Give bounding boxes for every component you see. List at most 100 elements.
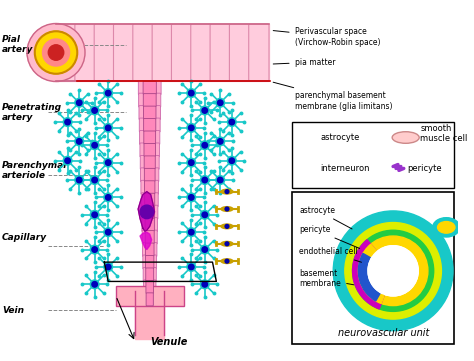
Ellipse shape: [220, 258, 234, 264]
Circle shape: [92, 143, 98, 148]
Circle shape: [65, 119, 70, 125]
FancyBboxPatch shape: [145, 206, 155, 219]
FancyBboxPatch shape: [144, 131, 155, 144]
Circle shape: [104, 158, 113, 167]
Circle shape: [358, 236, 428, 305]
Circle shape: [202, 247, 208, 252]
FancyBboxPatch shape: [139, 118, 160, 132]
Circle shape: [187, 123, 196, 132]
Circle shape: [104, 123, 113, 132]
Ellipse shape: [433, 218, 460, 237]
Circle shape: [189, 195, 194, 200]
Circle shape: [368, 246, 418, 296]
Circle shape: [75, 137, 83, 146]
FancyBboxPatch shape: [145, 218, 155, 231]
Text: Penetrating
artery: Penetrating artery: [2, 103, 62, 122]
Circle shape: [105, 160, 111, 165]
Circle shape: [216, 137, 225, 146]
FancyBboxPatch shape: [144, 106, 156, 119]
Circle shape: [75, 175, 83, 184]
Wedge shape: [353, 240, 393, 309]
FancyBboxPatch shape: [146, 256, 154, 269]
FancyBboxPatch shape: [143, 81, 156, 94]
Text: Parenchymal
arteriole: Parenchymal arteriole: [2, 161, 67, 180]
Circle shape: [104, 89, 113, 97]
Text: pericyte: pericyte: [408, 164, 442, 173]
FancyBboxPatch shape: [142, 230, 157, 244]
Bar: [56, 23, 269, 82]
FancyBboxPatch shape: [94, 24, 114, 81]
FancyBboxPatch shape: [55, 24, 76, 81]
Circle shape: [63, 118, 72, 126]
FancyBboxPatch shape: [145, 193, 155, 206]
Circle shape: [35, 31, 77, 74]
Circle shape: [225, 259, 229, 263]
Circle shape: [90, 106, 99, 115]
Circle shape: [189, 90, 194, 96]
Circle shape: [90, 245, 99, 254]
Circle shape: [225, 207, 229, 211]
Circle shape: [65, 158, 70, 164]
Circle shape: [345, 222, 441, 319]
Text: endothelial cell: endothelial cell: [300, 247, 362, 262]
Text: basement
membrane: basement membrane: [300, 269, 354, 288]
Circle shape: [202, 282, 208, 287]
Circle shape: [304, 134, 310, 141]
FancyBboxPatch shape: [146, 243, 154, 256]
Circle shape: [189, 160, 194, 165]
Circle shape: [225, 225, 229, 228]
Circle shape: [76, 139, 82, 144]
Text: pericyte: pericyte: [300, 225, 360, 248]
FancyBboxPatch shape: [144, 143, 155, 156]
Circle shape: [305, 135, 309, 140]
FancyBboxPatch shape: [210, 24, 230, 81]
Circle shape: [218, 100, 223, 105]
Ellipse shape: [301, 165, 314, 171]
FancyBboxPatch shape: [133, 24, 153, 81]
Circle shape: [353, 230, 434, 312]
Circle shape: [92, 282, 98, 287]
Text: astrocyte: astrocyte: [321, 133, 360, 142]
Circle shape: [92, 177, 98, 183]
Text: neurovascular unit: neurovascular unit: [338, 329, 429, 339]
Ellipse shape: [438, 222, 455, 233]
Circle shape: [202, 143, 208, 148]
Wedge shape: [358, 244, 393, 304]
FancyBboxPatch shape: [141, 193, 158, 207]
Circle shape: [105, 90, 111, 96]
Circle shape: [76, 100, 82, 105]
FancyBboxPatch shape: [172, 24, 191, 81]
FancyBboxPatch shape: [113, 24, 134, 81]
Text: smooth
muscle cell: smooth muscle cell: [420, 124, 467, 143]
Circle shape: [90, 141, 99, 150]
Bar: [292, 192, 454, 344]
Circle shape: [201, 245, 209, 254]
FancyBboxPatch shape: [191, 24, 211, 81]
FancyBboxPatch shape: [141, 168, 159, 182]
Circle shape: [27, 23, 85, 82]
Ellipse shape: [220, 223, 234, 230]
FancyBboxPatch shape: [142, 218, 157, 232]
Text: Pial
artery: Pial artery: [2, 35, 33, 55]
Circle shape: [201, 210, 209, 219]
Bar: [116, 286, 183, 305]
Bar: [292, 122, 454, 188]
Text: Vein: Vein: [2, 306, 24, 315]
Circle shape: [105, 125, 111, 131]
FancyBboxPatch shape: [143, 255, 156, 269]
FancyBboxPatch shape: [146, 293, 153, 306]
FancyBboxPatch shape: [140, 143, 160, 157]
Circle shape: [90, 175, 99, 184]
FancyBboxPatch shape: [145, 168, 155, 181]
FancyBboxPatch shape: [145, 231, 154, 244]
FancyBboxPatch shape: [146, 268, 154, 281]
Wedge shape: [358, 253, 393, 301]
Circle shape: [76, 177, 82, 183]
FancyBboxPatch shape: [140, 156, 159, 169]
Circle shape: [201, 106, 209, 115]
Circle shape: [228, 156, 236, 165]
Circle shape: [187, 158, 196, 167]
Circle shape: [92, 212, 98, 218]
Circle shape: [305, 166, 309, 170]
FancyBboxPatch shape: [152, 24, 173, 81]
